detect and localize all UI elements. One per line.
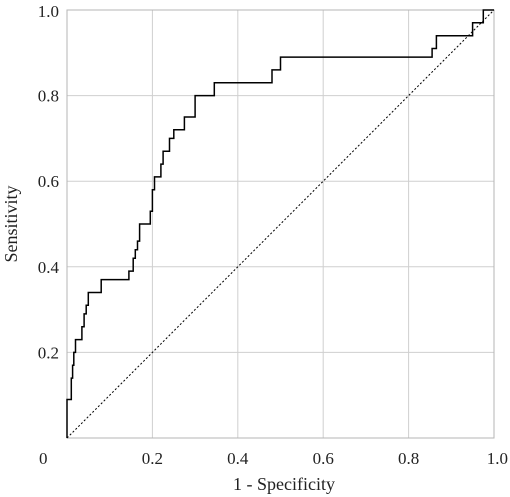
plot-frame bbox=[66, 9, 495, 439]
x-axis-tick-labels: 0 0.2 0.4 0.6 0.8 1.0 bbox=[39, 449, 508, 468]
x-tick-label: 0.2 bbox=[142, 449, 163, 468]
x-tick-label: 0.6 bbox=[313, 449, 334, 468]
x-tick-label: 0.4 bbox=[227, 449, 249, 468]
y-tick-label: 0.6 bbox=[38, 172, 59, 191]
y-tick-label: 0.8 bbox=[38, 87, 59, 106]
x-axis-title: 1 - Specificity bbox=[233, 474, 335, 494]
x-tick-label: 1.0 bbox=[487, 449, 508, 468]
y-tick-label: 0.2 bbox=[38, 343, 59, 362]
y-axis-title: Sensitivity bbox=[1, 185, 21, 262]
roc-curve-line bbox=[66, 9, 494, 438]
x-tick-label: 0 bbox=[39, 449, 48, 468]
y-tick-label: 1.0 bbox=[38, 2, 59, 21]
y-tick-label: 0.4 bbox=[38, 258, 60, 277]
y-axis-tick-labels: 0.2 0.4 0.6 0.8 1.0 bbox=[38, 2, 60, 362]
x-tick-label: 0.8 bbox=[398, 449, 419, 468]
reference-diagonal-line bbox=[66, 9, 495, 439]
